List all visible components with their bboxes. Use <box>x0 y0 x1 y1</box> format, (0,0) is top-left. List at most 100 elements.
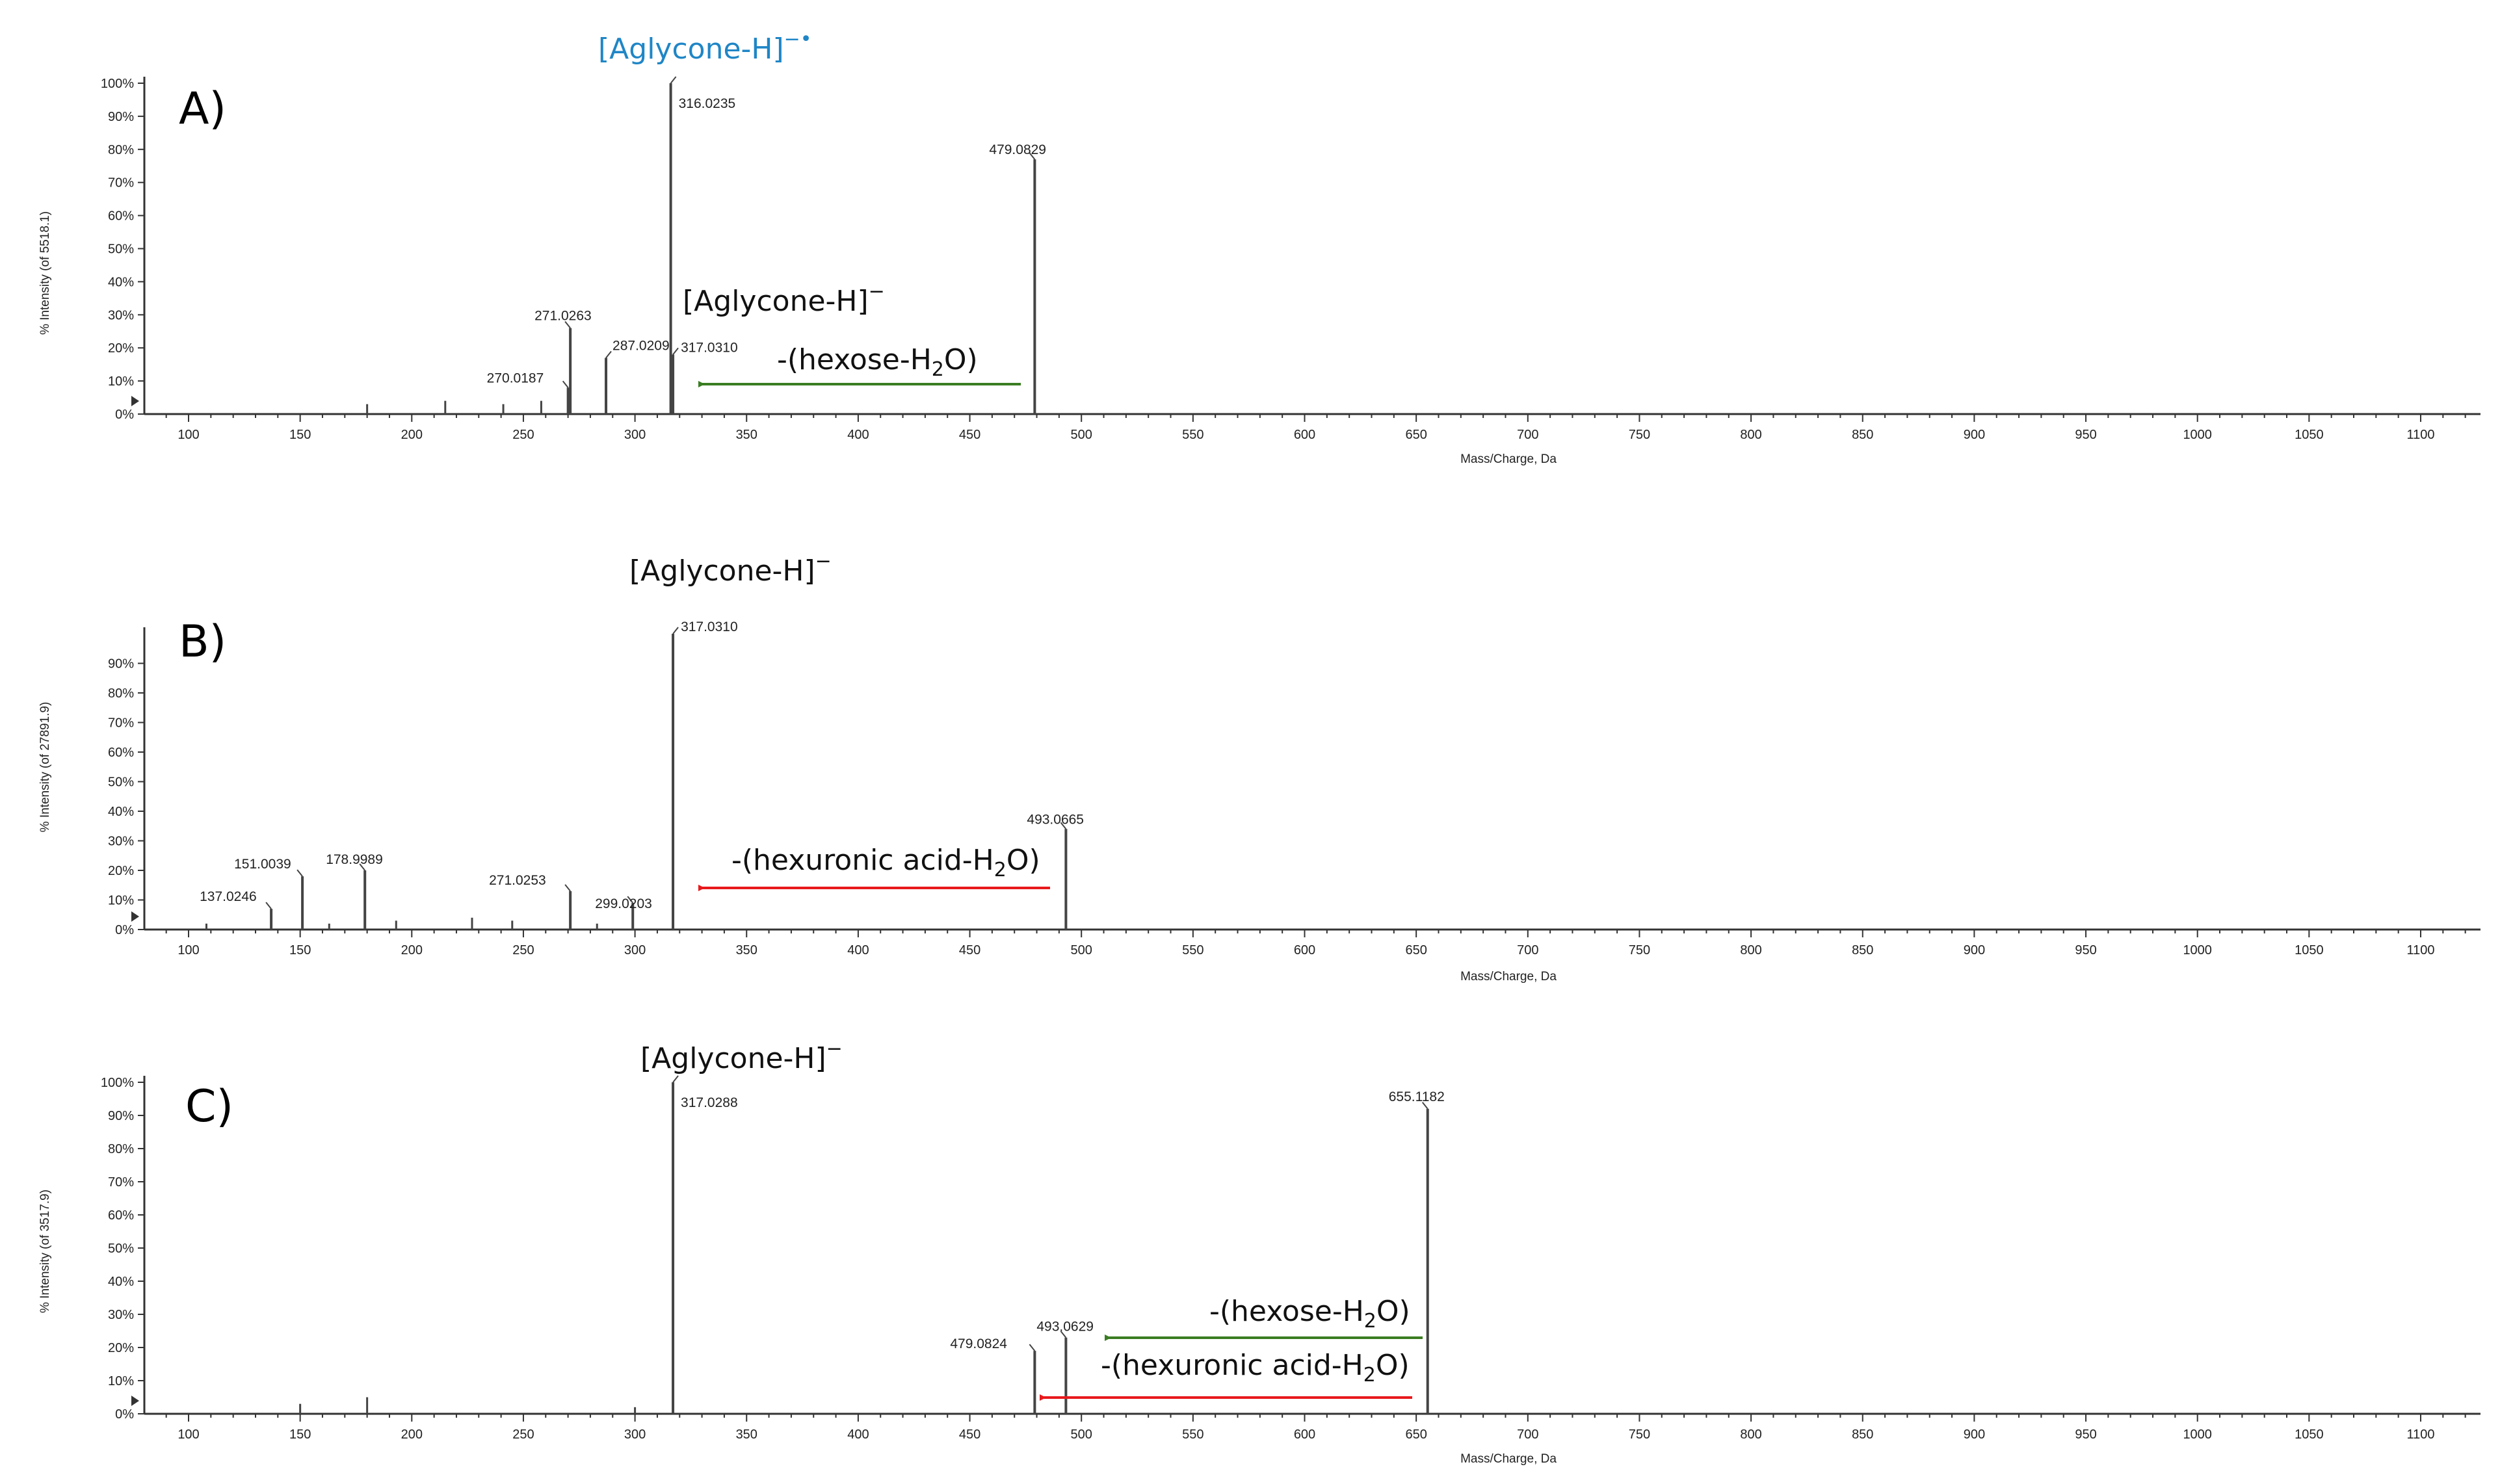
x-tick-label: 100 <box>178 428 199 442</box>
y-tick-label: 50% <box>108 775 134 790</box>
y-tick-label: 40% <box>108 805 134 819</box>
x-tick-label: 1050 <box>2295 428 2324 442</box>
x-tick-label: 700 <box>1517 428 1538 442</box>
y-tick-label: 10% <box>108 1374 134 1388</box>
peak-label: 178.9989 <box>326 852 383 867</box>
y-tick-label: 90% <box>108 110 134 124</box>
radical-anion-label: [Aglycone-H]−• <box>598 28 812 66</box>
axis-marker-icon <box>131 911 139 922</box>
peak-leader <box>672 1075 679 1083</box>
x-tick-label: 300 <box>624 428 646 442</box>
peak-leader <box>265 902 272 909</box>
peak-label: 493.0629 <box>1036 1320 1094 1334</box>
y-tick-label: 20% <box>108 864 134 878</box>
axis-marker-icon <box>131 396 139 406</box>
x-tick-label: 200 <box>401 1427 423 1442</box>
x-tick-label: 350 <box>736 943 757 957</box>
x-tick-label: 1100 <box>2406 943 2434 957</box>
x-tick-label: 150 <box>289 943 311 957</box>
peak-leader <box>605 350 612 359</box>
y-tick-label: 80% <box>108 686 134 701</box>
peak-label: 271.0253 <box>489 873 546 888</box>
y-tick-label: 10% <box>108 374 134 389</box>
x-tick-label: 850 <box>1852 428 1873 442</box>
peak-leader <box>1060 822 1067 829</box>
y-tick-label: 20% <box>108 1341 134 1355</box>
x-tick-label: 100 <box>178 1427 199 1442</box>
y-tick-label: 40% <box>108 275 134 289</box>
aglycone-label: [Aglycone-H]− <box>683 280 885 318</box>
y-tick-label: 70% <box>108 176 134 190</box>
x-tick-label: 1000 <box>2183 1427 2212 1442</box>
y-tick-label: 90% <box>108 1109 134 1123</box>
x-tick-label: 600 <box>1294 1427 1315 1442</box>
peak-leader <box>1060 1331 1067 1338</box>
peak-label: 655.1182 <box>1389 1089 1445 1104</box>
y-tick-label: 70% <box>108 1175 134 1190</box>
panel-label: C) <box>185 1081 233 1132</box>
peak-label: 493.0665 <box>1027 812 1084 827</box>
x-tick-label: 800 <box>1740 428 1761 442</box>
axis-marker-icon <box>131 1396 139 1406</box>
x-tick-label: 550 <box>1182 428 1204 442</box>
x-tick-label: 250 <box>512 428 534 442</box>
peak-leader <box>672 347 679 356</box>
spectrum-panel-b: B) % Intensity (of 27891.9) Mass/Charge,… <box>38 550 2480 983</box>
x-tick-label: 900 <box>1964 428 1985 442</box>
peak-leader <box>670 76 677 84</box>
x-tick-label: 1050 <box>2295 1427 2324 1442</box>
y-tick-label: 0% <box>115 923 134 937</box>
peak-label: 317.0310 <box>681 340 738 355</box>
x-tick-label: 400 <box>847 428 869 442</box>
y-tick-label: 100% <box>101 77 134 91</box>
peaks: 270.0187 271.0263 287.0209 316.0235 317.0310… <box>366 76 1046 414</box>
x-tick-label: 850 <box>1852 943 1873 957</box>
x-tick-label: 700 <box>1517 943 1538 957</box>
panel-label: B) <box>179 616 226 668</box>
y-tick-label: 60% <box>108 1208 134 1223</box>
aglycone-label: [Aglycone-H]− <box>640 1037 843 1075</box>
peak-leader <box>296 869 303 877</box>
y-axis-title: % Intensity (of 27891.9) <box>38 702 52 833</box>
aglycone-label: [Aglycone-H]− <box>629 550 832 588</box>
y-tick-label: 80% <box>108 143 134 157</box>
x-tick-label: 950 <box>2075 943 2096 957</box>
y-tick-label: 20% <box>108 341 134 356</box>
x-tick-label: 600 <box>1294 428 1315 442</box>
hexose-loss-label: -(hexose-H2O) <box>1209 1295 1410 1333</box>
axes: 0% 10% 20% 30% 40% 50% 60% 70% 80% 90% 100% 100 150 2… <box>101 77 2480 442</box>
x-tick-label: 200 <box>401 943 423 957</box>
x-tick-label: 650 <box>1405 943 1427 957</box>
peak-label: 317.0288 <box>681 1095 738 1110</box>
x-tick-label: 900 <box>1964 943 1985 957</box>
x-tick-label: 500 <box>1071 1427 1092 1442</box>
peak-leader <box>359 863 365 871</box>
x-tick-label: 750 <box>1629 943 1650 957</box>
x-tick-label: 150 <box>289 428 311 442</box>
y-tick-label: 70% <box>108 716 134 731</box>
peak-leader <box>627 896 634 904</box>
panel-label: A) <box>179 83 226 135</box>
y-tick-label: 30% <box>108 308 134 322</box>
peak-label: 479.0829 <box>989 142 1046 157</box>
peak-label: 317.0310 <box>681 619 738 634</box>
peak-leader <box>564 884 571 892</box>
x-tick-label: 950 <box>2075 428 2096 442</box>
y-tick-label: 0% <box>115 408 134 422</box>
x-tick-label: 650 <box>1405 1427 1427 1442</box>
x-tick-label: 550 <box>1182 943 1204 957</box>
hexuronic-loss-label: -(hexuronic acid-H2O) <box>1101 1349 1410 1386</box>
y-tick-label: 50% <box>108 242 134 257</box>
peak-leader <box>1029 1344 1036 1351</box>
peak-leader <box>562 380 569 388</box>
x-tick-label: 250 <box>512 943 534 957</box>
axes: 0% 10% 20% 30% 40% 50% 60% 70% 80% 90% 100% 100 150 2… <box>101 1076 2480 1442</box>
y-axis-title: % Intensity (of 5518.1) <box>38 211 52 335</box>
x-tick-label: 450 <box>959 1427 980 1442</box>
x-tick-label: 750 <box>1629 428 1650 442</box>
x-tick-label: 950 <box>2075 1427 2096 1442</box>
x-axis-title: Mass/Charge, Da <box>1460 1452 1557 1466</box>
x-tick-label: 800 <box>1740 943 1761 957</box>
peaks: 317.0288 479.0824 493.0629 655.1182 <box>299 1075 1445 1414</box>
